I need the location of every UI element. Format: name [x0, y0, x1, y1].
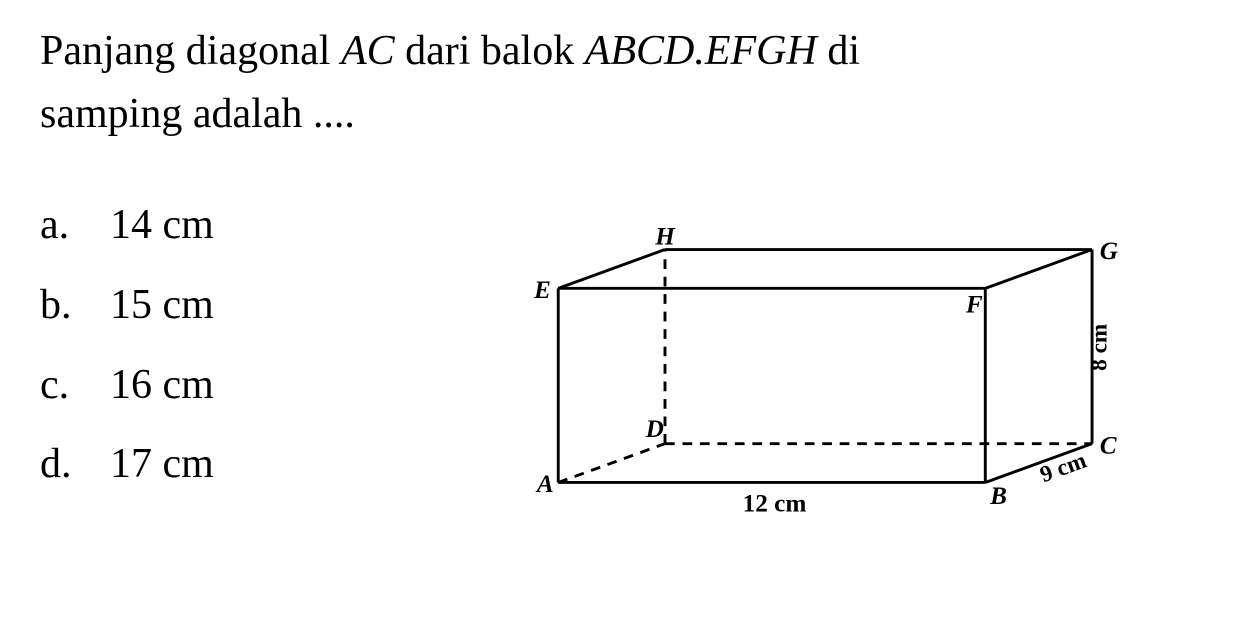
- option-text: 17 cm: [110, 425, 214, 505]
- question-italic2: ABCD.EFGH: [585, 28, 817, 74]
- question-italic1: AC: [341, 28, 395, 74]
- option-a: a. 14 cm: [40, 186, 500, 266]
- edge-FG: [985, 250, 1092, 289]
- vertex-label-C: C: [1100, 432, 1118, 459]
- vertex-label-G: G: [1100, 238, 1118, 265]
- question-part2: dari balok: [395, 28, 585, 74]
- option-text: 14 cm: [110, 186, 214, 266]
- option-letter: a.: [40, 186, 80, 266]
- vertex-label-D: D: [645, 416, 664, 443]
- dim-height: 8 cm: [1087, 324, 1113, 371]
- option-letter: c.: [40, 346, 80, 426]
- vertex-label-E: E: [533, 277, 551, 304]
- cuboid-diagram: A B C D E F G H 12 cm 9 cm 8 cm: [500, 196, 1204, 541]
- question-line2: samping adalah ....: [40, 91, 355, 137]
- vertex-label-F: F: [965, 292, 983, 319]
- options-list: a. 14 cm b. 15 cm c. 16 cm d. 17 cm: [40, 186, 500, 505]
- question-part3: di: [817, 28, 860, 74]
- option-letter: b.: [40, 266, 80, 346]
- edge-EH: [558, 250, 665, 289]
- edge-AD: [558, 444, 665, 483]
- option-letter: d.: [40, 425, 80, 505]
- vertex-label-B: B: [989, 483, 1007, 510]
- option-c: c. 16 cm: [40, 346, 500, 426]
- vertex-label-H: H: [654, 224, 676, 251]
- dim-depth: 9 cm: [1037, 448, 1090, 489]
- content-row: a. 14 cm b. 15 cm c. 16 cm d. 17 cm: [40, 186, 1204, 541]
- question-text: Panjang diagonal AC dari balok ABCD.EFGH…: [40, 20, 1204, 146]
- cuboid-svg: A B C D E F G H 12 cm 9 cm 8 cm: [500, 196, 1160, 536]
- dim-width: 12 cm: [743, 491, 807, 518]
- option-b: b. 15 cm: [40, 266, 500, 346]
- option-text: 15 cm: [110, 266, 214, 346]
- option-d: d. 17 cm: [40, 425, 500, 505]
- vertex-label-A: A: [535, 471, 554, 498]
- option-text: 16 cm: [110, 346, 214, 426]
- question-part1: Panjang diagonal: [40, 28, 341, 74]
